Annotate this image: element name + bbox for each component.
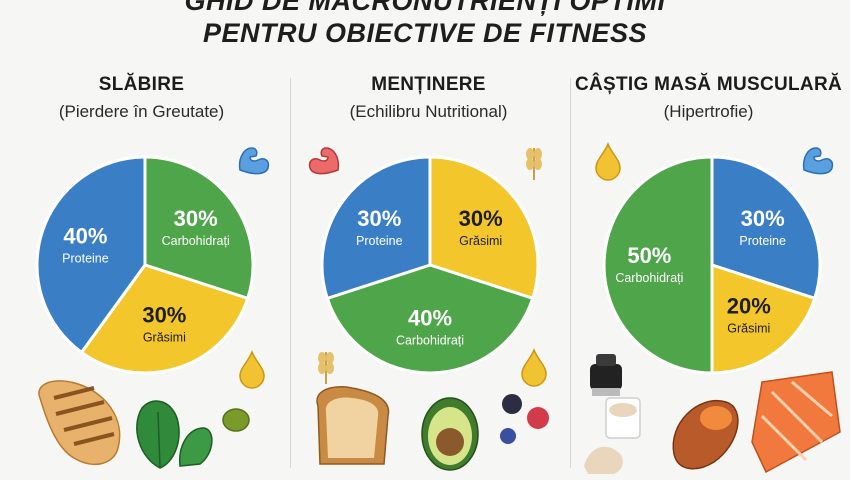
slice-category-label: Carbohidrați [396, 334, 464, 348]
shaker-icon [590, 354, 622, 396]
pie-slice-carbohidrai [602, 155, 714, 375]
slice-percent-label: 50% [627, 243, 671, 268]
column-title: CÂȘTIG MASĂ MUSCULARĂ [574, 74, 842, 95]
protein-powder-icon [584, 397, 641, 474]
pie-chart-castig: 30% Proteine 20% Grăsimi 50% Carbohidrați [602, 155, 822, 375]
slice-category-label: Carbohidrați [615, 271, 683, 285]
pie-slice-proteine [35, 155, 147, 355]
wheat-icon [526, 148, 542, 180]
slice-category-label: Proteine [739, 234, 786, 248]
avocado-icon [421, 397, 479, 471]
olive-icon [222, 408, 250, 432]
pie-slice-proteine [710, 155, 822, 301]
slice-category-label: Grăsimi [459, 234, 502, 248]
column-header-slabire: SLĂBIRE (Pierdere în Greutate) [0, 74, 283, 122]
slice-percent-label: 30% [142, 303, 186, 328]
column-subtitle: (Hipertrofie) [663, 102, 754, 121]
wheat-icon [318, 352, 334, 384]
slice-category-label: Proteine [356, 234, 403, 248]
bicep-icon [802, 147, 834, 175]
column-subtitle: (Echilibru Nutritional) [349, 102, 508, 121]
pie-slice-grsimi [710, 262, 817, 375]
slice-percent-label: 20% [727, 294, 771, 319]
main-title-line1: GHID DE MACRONUTRIENȚI OPTIMI [184, 0, 666, 16]
pie-slice-grsimi [79, 263, 250, 375]
slice-category-label: Proteine [62, 252, 109, 266]
oil-drop-icon [239, 349, 265, 389]
slice-category-label: Carbohidrați [162, 234, 230, 248]
pie-slice-carbohidrai [325, 263, 535, 375]
column-title: MENȚINERE [371, 74, 486, 95]
slice-percent-label: 30% [459, 206, 503, 231]
spinach-icon [136, 400, 213, 469]
column-divider-2 [570, 78, 571, 468]
berries-icon [500, 394, 549, 444]
column-header-mentinere: MENȚINERE (Echilibru Nutritional) [287, 74, 570, 122]
slice-percent-label: 40% [408, 306, 452, 331]
oil-drop-icon [595, 141, 621, 181]
slice-percent-label: 40% [63, 224, 107, 249]
slice-category-label: Grăsimi [143, 331, 186, 345]
column-subtitle: (Pierdere în Greutate) [58, 102, 225, 121]
column-divider-1 [290, 78, 291, 468]
slice-category-label: Grăsimi [727, 322, 770, 336]
column-title: SLĂBIRE [98, 74, 185, 95]
sweet-potato-icon [672, 399, 739, 470]
pie-chart-slabire: 30% Carbohidrați 30% Grăsimi 40% Proteine [35, 155, 255, 375]
grilled-chicken-icon [38, 380, 121, 466]
column-header-castig: CÂȘTIG MASĂ MUSCULARĂ (Hipertrofie) [567, 74, 850, 122]
pie-layer: 30% Carbohidrați 30% Grăsimi 40% Proteine 30% G… [35, 155, 822, 375]
salmon-icon [751, 371, 841, 474]
pie-slice-grsimi [428, 155, 540, 301]
bicep-icon [238, 147, 270, 175]
bicep-icon [308, 147, 340, 175]
slice-percent-label: 30% [741, 206, 785, 231]
slice-percent-label: 30% [357, 206, 401, 231]
pie-slice-proteine [320, 155, 432, 301]
pie-slice-carbohidrai [143, 155, 255, 301]
oil-drop-icon [521, 347, 547, 387]
pie-chart-mentinere: 30% Grăsimi 40% Carbohidrați 30% Proteine [320, 155, 540, 375]
slice-percent-label: 30% [174, 206, 218, 231]
main-title-line2: PENTRU OBIECTIVE DE FITNESS [202, 18, 648, 48]
bread-icon [316, 386, 390, 465]
